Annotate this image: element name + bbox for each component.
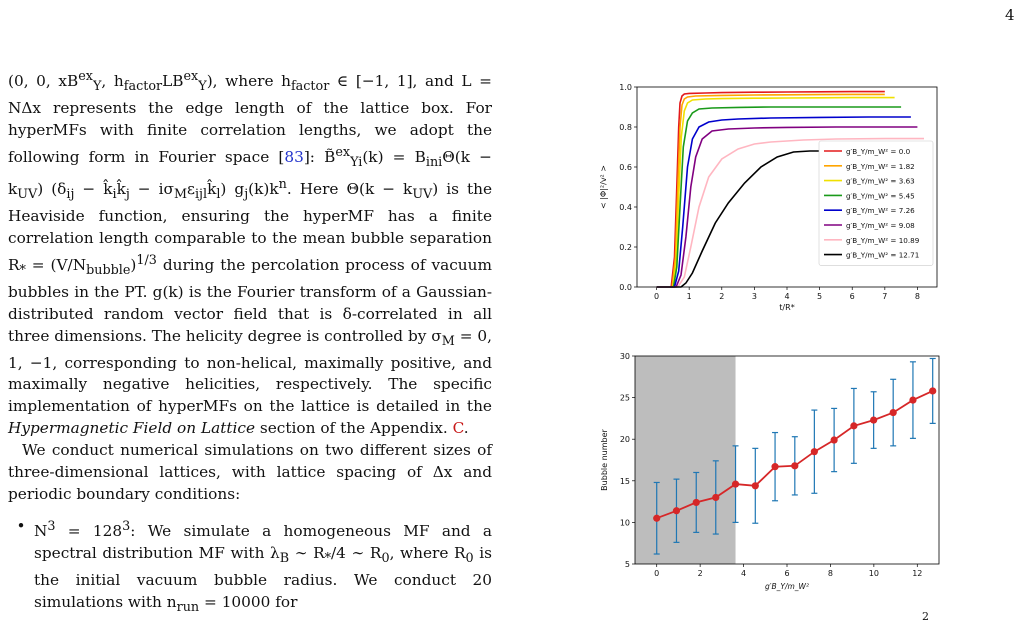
y-tick-label: 5 bbox=[625, 560, 630, 569]
y-tick-label: 25 bbox=[620, 394, 630, 403]
legend-label: g′B_Y/m_W² = 0.0 bbox=[846, 147, 911, 156]
y-tick-label: 0.4 bbox=[619, 203, 632, 212]
y-tick-label: 30 bbox=[620, 352, 630, 361]
data-point bbox=[771, 463, 779, 471]
legend-label: g′B_Y/m_W² = 7.26 bbox=[846, 206, 915, 215]
y-tick-label: 15 bbox=[620, 477, 630, 486]
x-tick-label: 1 bbox=[687, 292, 692, 301]
legend-label: g′B_Y/m_W² = 1.82 bbox=[846, 162, 915, 171]
data-point bbox=[870, 416, 878, 424]
x-tick-label: 3 bbox=[752, 292, 757, 301]
legend-label: g′B_Y/m_W² = 3.63 bbox=[846, 177, 915, 186]
x-tick-label: 0 bbox=[654, 292, 659, 301]
y-tick-label: 1.0 bbox=[619, 83, 632, 92]
data-point bbox=[692, 498, 700, 507]
data-point bbox=[731, 480, 740, 488]
series-line bbox=[656, 126, 918, 288]
bullet-text: N3 = 1283: We simulate a homogeneous MF … bbox=[34, 518, 493, 615]
x-tick-label: 4 bbox=[784, 292, 789, 301]
x-tick-label: 8 bbox=[915, 292, 920, 301]
legend-label: g′B_Y/m_W² = 5.45 bbox=[846, 191, 915, 200]
appendix-link[interactable]: C bbox=[452, 419, 464, 438]
body-text-column: (0, 0, xBexY, hfactorLBexY), where hfact… bbox=[8, 66, 492, 619]
x-tick-label: 5 bbox=[817, 292, 822, 301]
y-tick-label: 0.8 bbox=[619, 123, 632, 132]
figure-caption-fragment: 2 bbox=[922, 610, 929, 623]
data-point bbox=[672, 507, 681, 515]
x-tick-label: 8 bbox=[828, 569, 833, 578]
series-line bbox=[656, 90, 885, 288]
x-tick-label: 4 bbox=[741, 569, 746, 578]
page-number: 4 bbox=[1005, 6, 1015, 24]
data-point bbox=[653, 514, 661, 522]
citation-link[interactable]: 83 bbox=[284, 147, 304, 166]
data-point bbox=[889, 408, 897, 417]
bullet-item-128: • N3 = 1283: We simulate a homogeneous M… bbox=[8, 516, 492, 619]
shaded-region bbox=[635, 356, 736, 564]
x-tick-label: 2 bbox=[698, 569, 703, 578]
paragraph-simulations: We conduct numerical simulations on two … bbox=[8, 441, 492, 504]
x-tick-label: 0 bbox=[654, 569, 659, 578]
data-point bbox=[791, 462, 799, 470]
x-tick-label: 7 bbox=[882, 292, 887, 301]
data-point bbox=[810, 448, 818, 456]
y-tick-label: 0.0 bbox=[619, 283, 632, 292]
y-tick-label: 0.6 bbox=[619, 163, 632, 172]
x-tick-label: 6 bbox=[784, 569, 789, 578]
series-line bbox=[656, 96, 895, 288]
data-point bbox=[909, 396, 917, 404]
x-tick-label: 10 bbox=[869, 569, 879, 578]
order-parameter-chart: 0 1 2 3 4 5 6 7 8 0.0 0.2 0.4 0.6 0.8 1.0 t/R* < |Φ|²/v²… bbox=[599, 83, 938, 312]
data-point bbox=[712, 493, 720, 502]
legend-label: g′B_Y/m_W² = 9.08 bbox=[846, 221, 915, 230]
legend-label: g′B_Y/m_W² = 10.89 bbox=[846, 236, 920, 245]
data-point bbox=[850, 422, 858, 430]
y-tick-label: 10 bbox=[620, 518, 630, 527]
data-point bbox=[929, 387, 937, 395]
x-tick-label: 6 bbox=[850, 292, 855, 301]
bubble-number-chart: 0 2 4 6 8 10 12 5 10 15 20 25 30 g′B_Y/m_W² Bubble num… bbox=[600, 352, 940, 591]
x-tick-label: 12 bbox=[912, 569, 922, 578]
series-line bbox=[656, 93, 885, 288]
y-axis-label: Bubble number bbox=[600, 428, 609, 490]
x-axis-label: g′B_Y/m_W² bbox=[765, 582, 809, 591]
data-point bbox=[830, 436, 838, 444]
series-line bbox=[656, 116, 911, 288]
bullet-icon: • bbox=[16, 516, 26, 535]
series-line bbox=[656, 137, 924, 288]
paragraph-hypermf-definition: (0, 0, xBexY, hfactorLBexY), where hfact… bbox=[8, 69, 493, 438]
y-axis-label: < |Φ|²/v² > bbox=[599, 165, 608, 209]
x-axis-label: t/R* bbox=[779, 303, 794, 312]
x-tick-label: 2 bbox=[719, 292, 724, 301]
legend-label: g′B_Y/m_W² = 12.71 bbox=[846, 251, 919, 260]
y-tick-label: 0.2 bbox=[619, 243, 632, 252]
legend-box bbox=[818, 140, 934, 266]
series-line bbox=[656, 106, 902, 288]
y-tick-label: 20 bbox=[620, 435, 630, 444]
data-point bbox=[751, 482, 759, 490]
